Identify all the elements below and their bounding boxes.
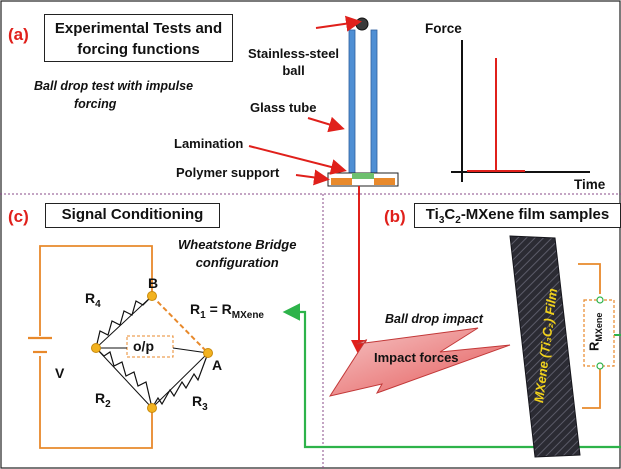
- rmxene-label: RMXene: [586, 313, 604, 351]
- output-box: [126, 335, 174, 358]
- rmxene-box: [583, 299, 615, 367]
- ball-label-line1: Stainless-steel: [248, 46, 340, 61]
- bridge-caption: Wheatstone Bridge configuration: [178, 236, 296, 272]
- glass-tube-left-wall: [348, 29, 356, 176]
- resistor-r3: [151, 352, 209, 409]
- bridge-caption-line1: Wheatstone Bridge: [178, 237, 297, 252]
- glass-tube-label: Glass tube: [250, 100, 317, 115]
- subtitle-line1: Ball drop test with impulse: [34, 79, 194, 93]
- panel-a-title-line1: Experimental Tests and: [54, 20, 223, 37]
- panel-a-tag: (a): [8, 25, 29, 44]
- time-axis-label: Time: [574, 177, 606, 192]
- title-sub1: 3: [438, 215, 445, 226]
- r2-label: R2: [95, 390, 111, 410]
- rmxene-sub: MXene: [594, 312, 604, 342]
- ball-pointer-arrow: [315, 15, 362, 32]
- r3-text: R: [192, 393, 203, 409]
- r2-sub: 2: [105, 398, 111, 410]
- node-a-label: A: [212, 357, 223, 373]
- r4-sub: 4: [95, 298, 101, 310]
- title-sub2: 2: [455, 215, 461, 226]
- node-left: [91, 343, 101, 353]
- panel-a-title-box: Experimental Tests and forcing functions: [44, 14, 233, 62]
- lamination-layer: [352, 173, 374, 179]
- bridge-caption-line2: configuration: [195, 255, 279, 270]
- title-rest: -MXene film samples: [460, 206, 610, 223]
- title-ti: Ti: [425, 206, 439, 223]
- output-label: o/p: [133, 338, 154, 354]
- polymer-pointer-arrow: [295, 169, 330, 186]
- panel-c-title: Signal Conditioning: [45, 203, 220, 228]
- r4-label: R4: [85, 290, 101, 310]
- ball-label-line2: ball: [282, 63, 305, 78]
- force-axis-label: Force: [425, 21, 462, 36]
- r4-text: R: [85, 290, 96, 306]
- film-lead-bottom: [582, 364, 601, 409]
- polymer-support-left: [331, 178, 352, 185]
- polymer-support-label: Polymer support: [176, 165, 280, 180]
- lamination-label: Lamination: [174, 136, 244, 151]
- tube-pointer-arrow: [307, 116, 345, 133]
- ball-drop-subtitle: Ball drop test with impulse forcing: [34, 77, 193, 113]
- rmxene-terminal-bottom: [596, 362, 604, 370]
- resistor-r2: [95, 347, 153, 409]
- impact-forces-label: Impact forces: [374, 350, 459, 365]
- rmxene-r: R: [586, 341, 602, 351]
- node-b-label: B: [148, 275, 159, 291]
- panel-a-title-line2: forcing functions: [77, 41, 200, 58]
- steel-ball: [355, 17, 369, 31]
- supply-wire-bottom: [39, 356, 153, 449]
- glass-tube-right-wall: [370, 29, 378, 176]
- bridge-frame: [95, 295, 209, 409]
- ball-label: Stainless-steel ball: [248, 45, 339, 79]
- node-b: [147, 291, 157, 301]
- impact-forces-bolt: [328, 327, 511, 397]
- panel-c-tag: (c): [8, 207, 29, 226]
- node-a: [203, 348, 213, 358]
- supply-wire-top: [39, 245, 153, 336]
- title-c: C: [444, 206, 456, 223]
- mxene-film: [509, 235, 581, 458]
- panel-b-title: Ti3C2-MXene film samples: [414, 203, 621, 228]
- polymer-support-right: [374, 178, 395, 185]
- ball-drop-impact-label: Ball drop impact: [385, 312, 483, 326]
- r1-mxene-sub: MXene: [231, 309, 264, 321]
- r1-eq: = R: [205, 301, 232, 317]
- rmxene-terminal-top: [596, 296, 604, 304]
- green-signal-wire: [282, 303, 621, 449]
- voltage-label: V: [55, 365, 65, 381]
- r1-sub: 1: [200, 309, 206, 321]
- lamination-pointer-arrow: [248, 145, 347, 175]
- subtitle-line2: forcing: [74, 97, 117, 111]
- node-bottom: [147, 403, 157, 413]
- panel-b-tag: (b): [384, 207, 406, 226]
- resistor-r1-mxene: [151, 295, 209, 354]
- r1-label: R1 = RMXene: [190, 301, 264, 321]
- resistor-r4: [95, 295, 153, 349]
- r1-text: R: [190, 301, 201, 317]
- r3-sub: 3: [202, 401, 208, 413]
- r2-text: R: [95, 390, 106, 406]
- film-lead-top: [578, 263, 601, 294]
- r3-label: R3: [192, 393, 208, 413]
- output-wire-right: [172, 347, 209, 354]
